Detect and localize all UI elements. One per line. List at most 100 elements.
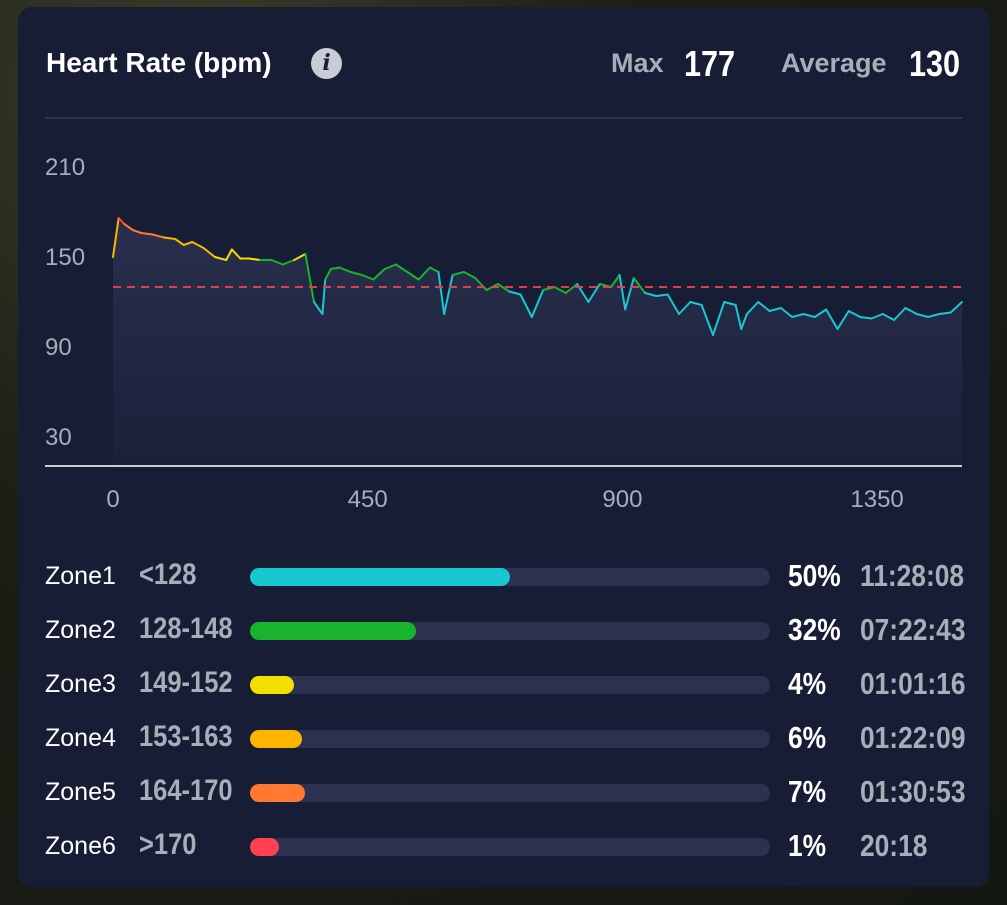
zone-row: Zone1 <128 50% 11:28:08 xyxy=(18,558,989,598)
heart-rate-area xyxy=(113,218,962,466)
heart-rate-segment xyxy=(338,266,352,273)
heart-rate-segment xyxy=(162,236,177,240)
average-value: 130 xyxy=(909,43,961,84)
heart-rate-segment xyxy=(768,307,782,312)
heart-rate-segment xyxy=(655,293,669,297)
heart-rate-segment xyxy=(395,263,409,273)
zone-progress-fill xyxy=(250,676,295,694)
zone-progress-track xyxy=(250,838,770,856)
heart-rate-segment xyxy=(174,238,185,246)
heart-rate-segment xyxy=(329,266,341,270)
zone-progress-fill xyxy=(250,730,302,748)
heart-rate-segment xyxy=(881,313,896,321)
heart-rate-segment xyxy=(324,268,332,281)
heart-rate-segment xyxy=(859,316,873,320)
heart-rate-segment xyxy=(182,241,194,246)
heart-rate-segment xyxy=(443,274,454,315)
zone-range: 149-152 xyxy=(139,666,233,699)
heart-rate-segment xyxy=(700,304,714,336)
heart-rate-segment xyxy=(225,248,233,261)
heart-rate-segment xyxy=(938,311,952,315)
zone-percent: 4% xyxy=(788,666,827,701)
heart-rate-segment xyxy=(123,223,134,231)
heart-rate-segment xyxy=(293,253,307,261)
zone-row: Zone2 128-148 32% 07:22:43 xyxy=(18,612,989,652)
heart-rate-segment xyxy=(406,271,420,281)
max-value: 177 xyxy=(684,43,736,84)
heart-rate-segment xyxy=(383,263,397,270)
heart-rate-chart: 210 150 90 30 0 450 900 1350 xyxy=(45,154,963,513)
zone-name: Zone2 xyxy=(45,616,116,644)
heart-rate-segment xyxy=(519,293,533,318)
zone-range: <128 xyxy=(139,558,197,591)
zone-time: 01:22:09 xyxy=(860,720,966,755)
heart-rate-segment xyxy=(553,286,567,294)
heart-rate-segment xyxy=(927,313,941,318)
heart-rate-segment xyxy=(496,283,511,293)
heart-rate-segment xyxy=(915,313,930,318)
y-tick-label: 30 xyxy=(45,424,72,451)
heart-rate-segment xyxy=(847,310,862,318)
y-tick-label: 150 xyxy=(45,244,85,271)
heart-rate-segment xyxy=(151,233,165,239)
zone-percent: 32% xyxy=(788,612,841,647)
zone-range: >170 xyxy=(139,828,197,861)
zone-progress-fill xyxy=(250,568,510,586)
heart-rate-segment xyxy=(451,271,465,276)
heart-rate-segment xyxy=(825,308,839,330)
heart-rate-segment xyxy=(202,247,216,258)
heart-rate-segment xyxy=(270,259,284,266)
heart-rate-segment xyxy=(530,289,545,318)
x-tick-label: 900 xyxy=(602,486,642,513)
zone-row: Zone5 164-170 7% 01:30:53 xyxy=(18,774,989,814)
zone-row: Zone3 149-152 4% 01:01:16 xyxy=(18,666,989,706)
zone-name: Zone6 xyxy=(45,832,116,860)
average-label: Average xyxy=(781,48,887,78)
heart-rate-segment xyxy=(711,301,726,336)
heart-rate-segment xyxy=(779,307,794,318)
heart-rate-segment xyxy=(813,308,828,318)
heart-rate-segment xyxy=(508,290,522,296)
heart-rate-segment xyxy=(836,310,850,330)
heart-rate-segment xyxy=(112,217,120,258)
heart-rate-segment xyxy=(904,307,918,315)
zone-name: Zone4 xyxy=(45,724,116,752)
zone-percent: 50% xyxy=(788,558,841,593)
heart-rate-segment xyxy=(632,277,647,294)
zone-progress-track xyxy=(250,676,770,694)
heart-rate-segment xyxy=(428,266,440,273)
heart-rate-segment xyxy=(740,313,748,330)
zone-progress-track xyxy=(250,622,770,640)
info-icon[interactable]: i xyxy=(311,48,342,79)
heart-rate-segment xyxy=(213,256,228,261)
heart-rate-segment xyxy=(230,248,242,260)
heart-rate-segment xyxy=(587,283,601,303)
zone-range: 153-163 xyxy=(139,720,233,753)
heart-rate-line xyxy=(112,217,963,336)
zone-name: Zone5 xyxy=(45,778,116,806)
heart-rate-segment xyxy=(791,313,805,318)
zone-time: 07:22:43 xyxy=(860,612,966,647)
heart-rate-segment xyxy=(191,241,205,249)
card-title: Heart Rate (bpm) xyxy=(46,47,272,78)
heart-rate-segment xyxy=(437,271,446,315)
heart-rate-segment xyxy=(610,274,621,288)
heart-rate-segment xyxy=(417,266,431,281)
heart-rate-segment xyxy=(372,268,386,281)
zone-row: Zone6 >170 1% 20:18 xyxy=(18,828,989,868)
heart-rate-segment xyxy=(281,259,296,266)
heart-rate-segment xyxy=(893,307,907,321)
zone-progress-fill xyxy=(250,838,279,856)
heart-rate-segment xyxy=(723,301,737,306)
zone-range: 164-170 xyxy=(139,774,233,807)
heart-rate-segment xyxy=(321,278,327,315)
heart-rate-segment xyxy=(618,274,627,311)
x-tick-label: 0 xyxy=(106,486,119,513)
y-tick-label: 90 xyxy=(45,334,72,361)
zone-percent: 6% xyxy=(788,720,827,755)
zone-progress-track xyxy=(250,568,770,586)
heart-rate-segment xyxy=(564,283,579,294)
heart-rate-segment xyxy=(117,217,126,225)
heart-rate-segment xyxy=(870,313,884,320)
x-axis: 0 450 900 1350 xyxy=(106,486,903,513)
